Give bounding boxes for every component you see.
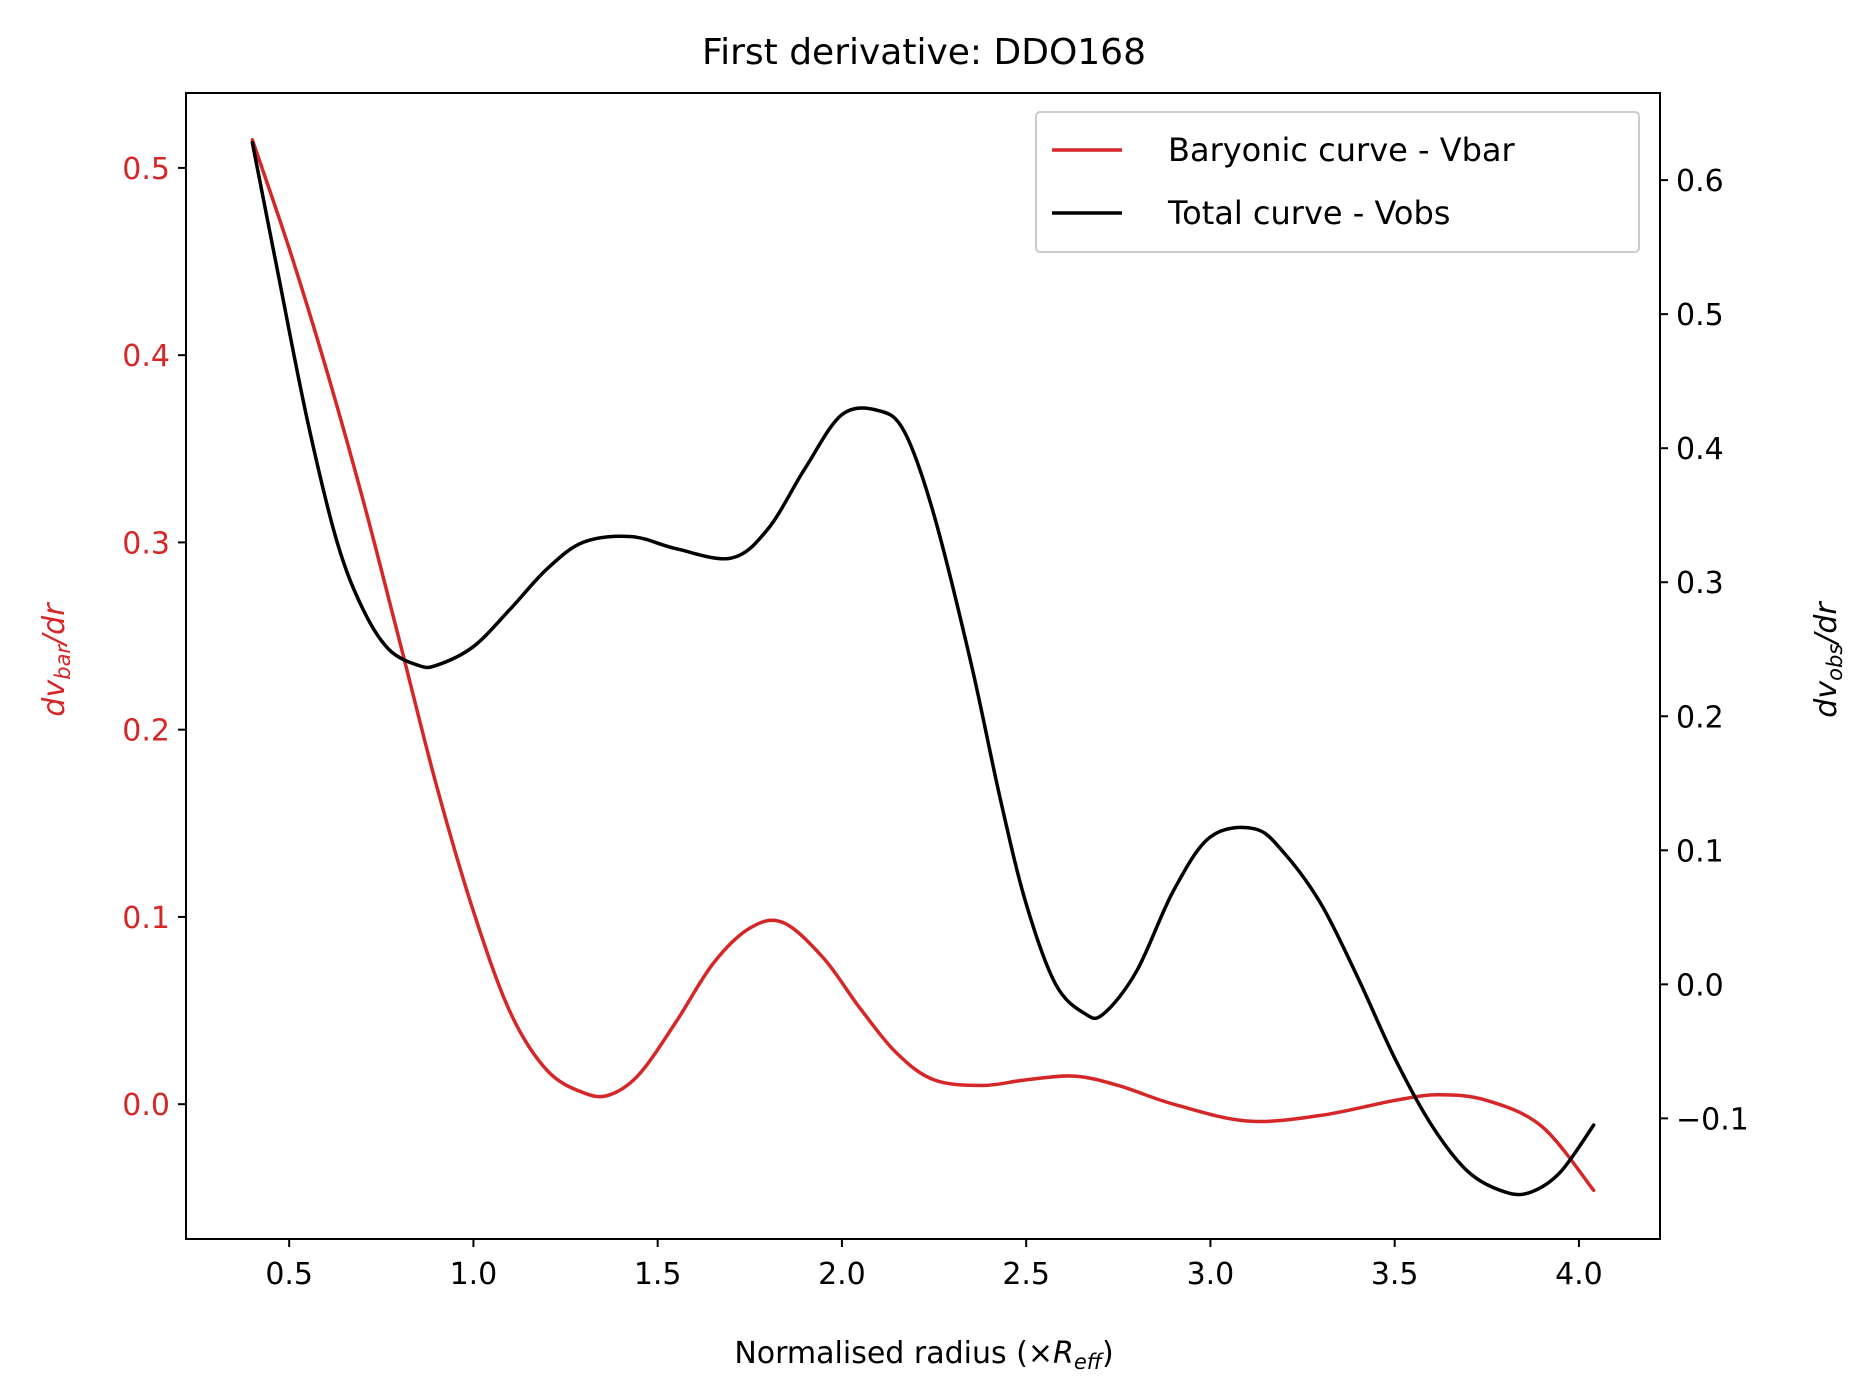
y-right-tick-label: −0.1 <box>1676 1102 1749 1137</box>
x-axis-label: Normalised radius (×Reff) <box>734 1336 1113 1374</box>
x-axis-label-subscript: eff <box>1074 1350 1105 1374</box>
y-left-axis-ticks: 0.0 0.1 0.2 0.3 0.4 0.5 <box>122 152 186 1123</box>
y-right-tick-label: 0.0 <box>1676 968 1724 1003</box>
x-axis-label-close: ) <box>1102 1336 1114 1371</box>
series-line-vbar <box>250 138 1596 1193</box>
legend-box <box>1035 111 1640 253</box>
x-tick-label: 3.0 <box>1187 1257 1235 1292</box>
x-tick-label: 4.0 <box>1555 1257 1603 1292</box>
series-layer <box>250 138 1596 1197</box>
y-right-label-prefix: dv <box>1809 680 1844 718</box>
y-left-label-subscript: bar <box>51 644 75 680</box>
y-left-axis-label: dvbar/dr <box>37 602 75 717</box>
legend: Baryonic curve - Vbar Total curve - Vobs <box>1035 111 1640 253</box>
y-right-tick-label: 0.2 <box>1676 700 1724 735</box>
y-left-label-prefix: dv <box>37 679 72 717</box>
x-tick-label: 0.5 <box>265 1257 313 1292</box>
x-tick-label: 1.0 <box>450 1257 498 1292</box>
y-right-label-suffix: /dr <box>1809 601 1844 647</box>
y-right-tick-label: 0.3 <box>1676 566 1724 601</box>
y-left-label-suffix: /dr <box>37 602 72 648</box>
y-right-tick-label: 0.5 <box>1676 298 1724 333</box>
y-right-label-subscript: obs <box>1823 644 1847 681</box>
plot-frame <box>185 92 1661 1240</box>
y-right-tick-label: 0.4 <box>1676 432 1724 467</box>
x-axis-label-symbol: R <box>1053 1336 1074 1371</box>
chart-title: First derivative: DDO168 <box>702 32 1146 73</box>
legend-label-vobs: Total curve - Vobs <box>1167 194 1450 232</box>
y-left-tick-label: 0.3 <box>122 526 170 561</box>
y-left-tick-label: 0.0 <box>122 1088 170 1123</box>
x-tick-label: 3.5 <box>1371 1257 1419 1292</box>
series-line-vobs <box>250 140 1596 1197</box>
y-right-tick-label: 0.6 <box>1676 164 1724 199</box>
y-left-tick-label: 0.5 <box>122 152 170 187</box>
x-axis-ticks: 0.5 1.0 1.5 2.0 2.5 3.0 3.5 4.0 <box>265 1239 1603 1292</box>
y-right-tick-label: 0.1 <box>1676 834 1724 869</box>
y-right-axis-label: dvobs/dr <box>1809 601 1847 718</box>
x-tick-label: 1.5 <box>634 1257 682 1292</box>
y-left-tick-label: 0.1 <box>122 901 170 936</box>
y-right-axis-ticks: −0.1 0.0 0.1 0.2 0.3 0.4 0.5 0.6 <box>1660 164 1749 1137</box>
x-tick-label: 2.0 <box>818 1257 866 1292</box>
legend-label-vbar: Baryonic curve - Vbar <box>1168 131 1516 169</box>
x-tick-label: 2.5 <box>1002 1257 1050 1292</box>
x-axis-label-main: Normalised radius (× <box>734 1336 1053 1371</box>
y-left-tick-label: 0.4 <box>122 339 170 374</box>
y-left-tick-label: 0.2 <box>122 714 170 749</box>
